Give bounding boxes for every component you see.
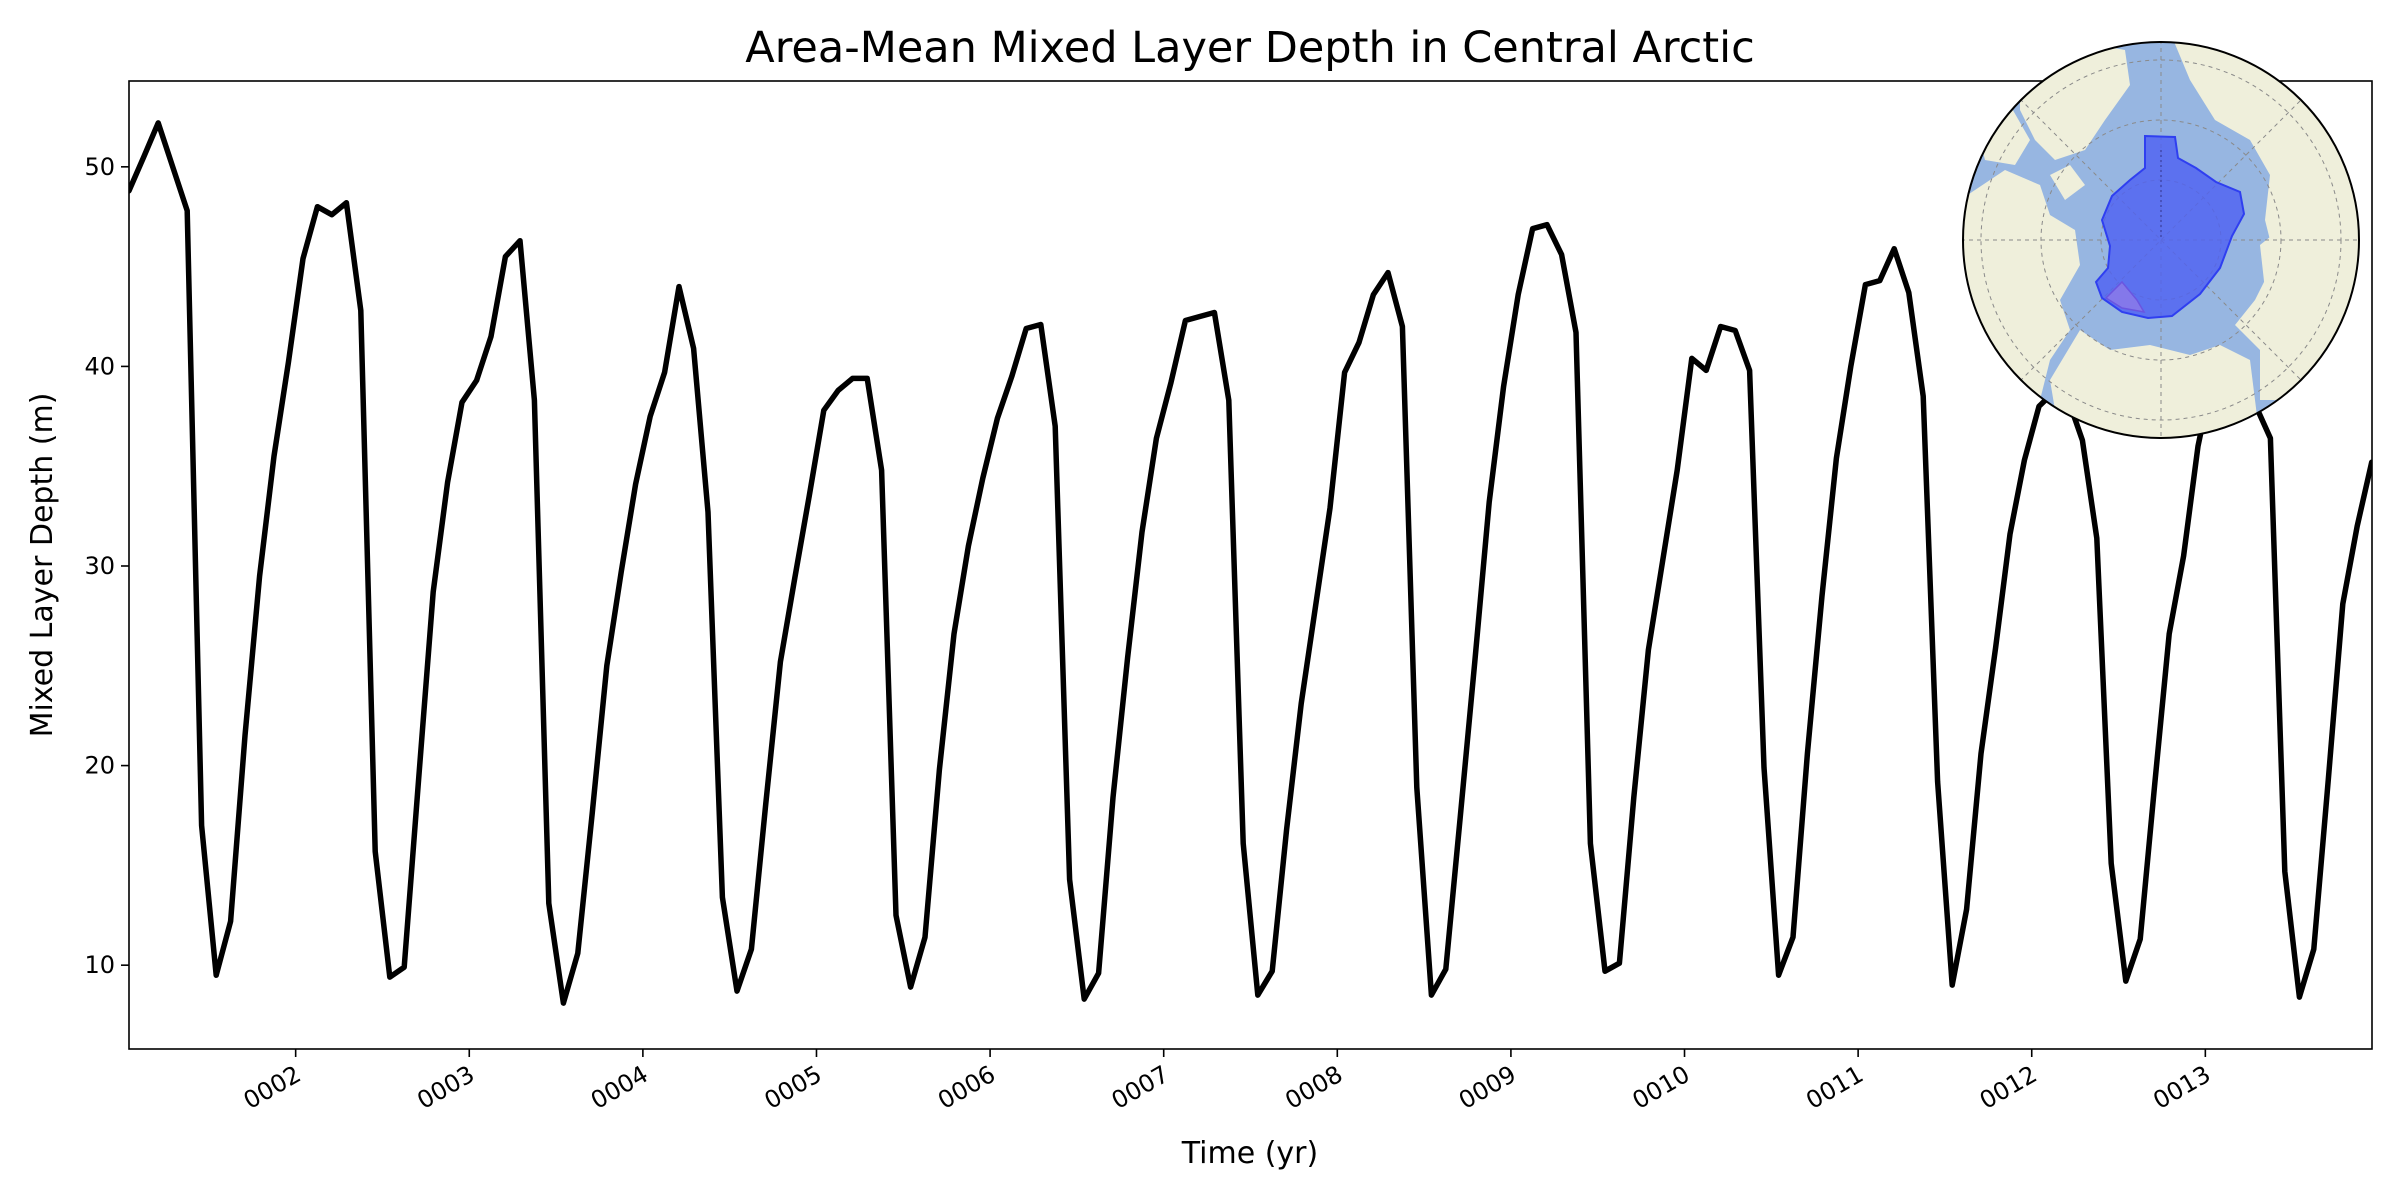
chart-title: Area-Mean Mixed Layer Depth in Central A… [745,23,1754,73]
x-tick-label: 0004 [586,1060,653,1115]
y-tick-label: 30 [84,552,115,580]
central-arctic-region [2094,134,2246,320]
plot-frame [128,80,2373,1050]
x-tick-label: 0009 [1454,1060,1521,1115]
y-axis: 10 20 30 40 50 [84,153,129,979]
x-axis: 0002 0003 0004 0005 0006 0007 0008 0009 0010 0011… [239,1049,2215,1115]
series-line-mixed-layer-depth [129,120,2372,1006]
land-canadian-archipelago [1975,105,2085,200]
x-tick-label: 0006 [933,1060,1000,1115]
x-tick-label: 0002 [239,1060,306,1115]
x-tick-label: 0003 [412,1060,479,1115]
x-tick-label: 0011 [1801,1060,1868,1115]
inset-map-arctic [1962,41,2360,439]
x-tick-label: 0013 [2148,1060,2215,1115]
y-tick-label: 20 [84,752,115,780]
land-alaska-siberia [2050,330,2260,438]
x-tick-label: 0005 [760,1060,827,1115]
y-tick-label: 40 [84,352,115,380]
y-tick-label: 50 [84,153,115,181]
region-wedge [2104,280,2146,314]
x-tick-label: 0012 [1975,1060,2042,1115]
y-tick-label: 10 [84,951,115,979]
x-tick-label: 0007 [1107,1060,1174,1115]
x-tick-label: 0010 [1628,1060,1695,1115]
x-axis-label: Time (yr) [1181,1136,1318,1171]
x-tick-label: 0008 [1280,1060,1347,1115]
y-axis-label: Mixed Layer Depth (m) [25,393,60,738]
